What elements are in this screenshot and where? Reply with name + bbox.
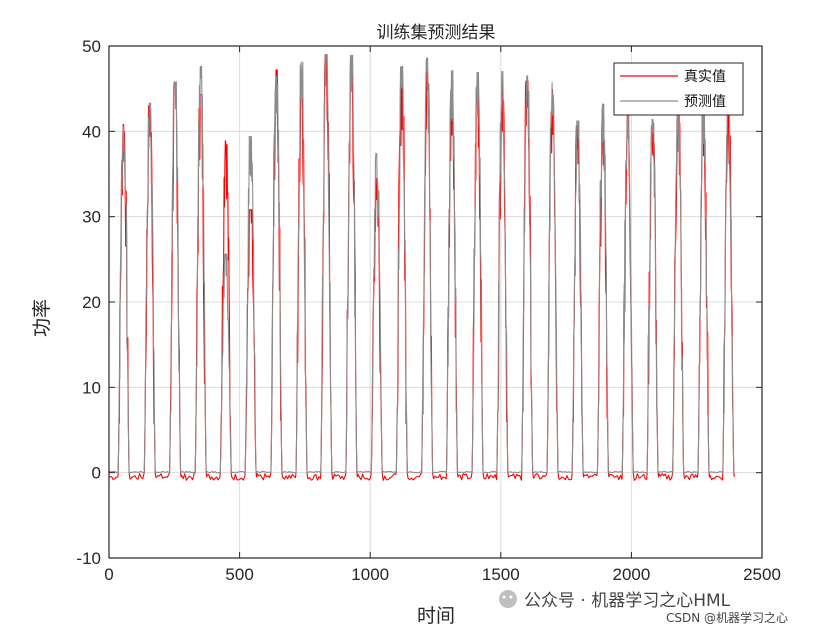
- series-layer: [108, 53, 735, 481]
- y-tick-label: 40: [82, 122, 101, 141]
- legend-label-predicted: 预测值: [684, 94, 726, 110]
- legend-box: [613, 62, 744, 116]
- x-tick-label: 1500: [482, 565, 520, 584]
- legend: 真实值 预测值: [613, 62, 744, 116]
- y-tick-label: 10: [82, 378, 101, 397]
- y-axis-label: 功率: [31, 299, 53, 337]
- x-tick-label: 2000: [612, 565, 650, 584]
- watermark-main: 公众号 · 机器学习之心HML: [524, 591, 731, 611]
- x-axis-label: 时间: [417, 605, 455, 627]
- watermark: 公众号 · 机器学习之心HML CSDN @机器学习之心: [499, 590, 788, 625]
- y-tick-label: 0: [92, 464, 101, 483]
- y-tick-label: 50: [82, 37, 101, 56]
- y-tick-label: -10: [76, 549, 101, 568]
- x-tick-label: 1000: [351, 565, 389, 584]
- y-tick-label: 30: [82, 208, 101, 227]
- wechat-icon-eye-right: [509, 595, 513, 599]
- legend-label-actual: 真实值: [684, 69, 726, 85]
- watermark-sub: CSDN @机器学习之心: [666, 610, 788, 625]
- series-line-predicted: [108, 53, 735, 474]
- y-tick-label: 20: [82, 293, 101, 312]
- x-tick-label: 2500: [743, 565, 781, 584]
- x-tick-label: 500: [225, 565, 253, 584]
- wechat-icon: [499, 590, 517, 608]
- wechat-icon-eye-left: [502, 595, 506, 599]
- chart-title: 训练集预测结果: [377, 23, 496, 43]
- x-tick-label: 0: [104, 565, 113, 584]
